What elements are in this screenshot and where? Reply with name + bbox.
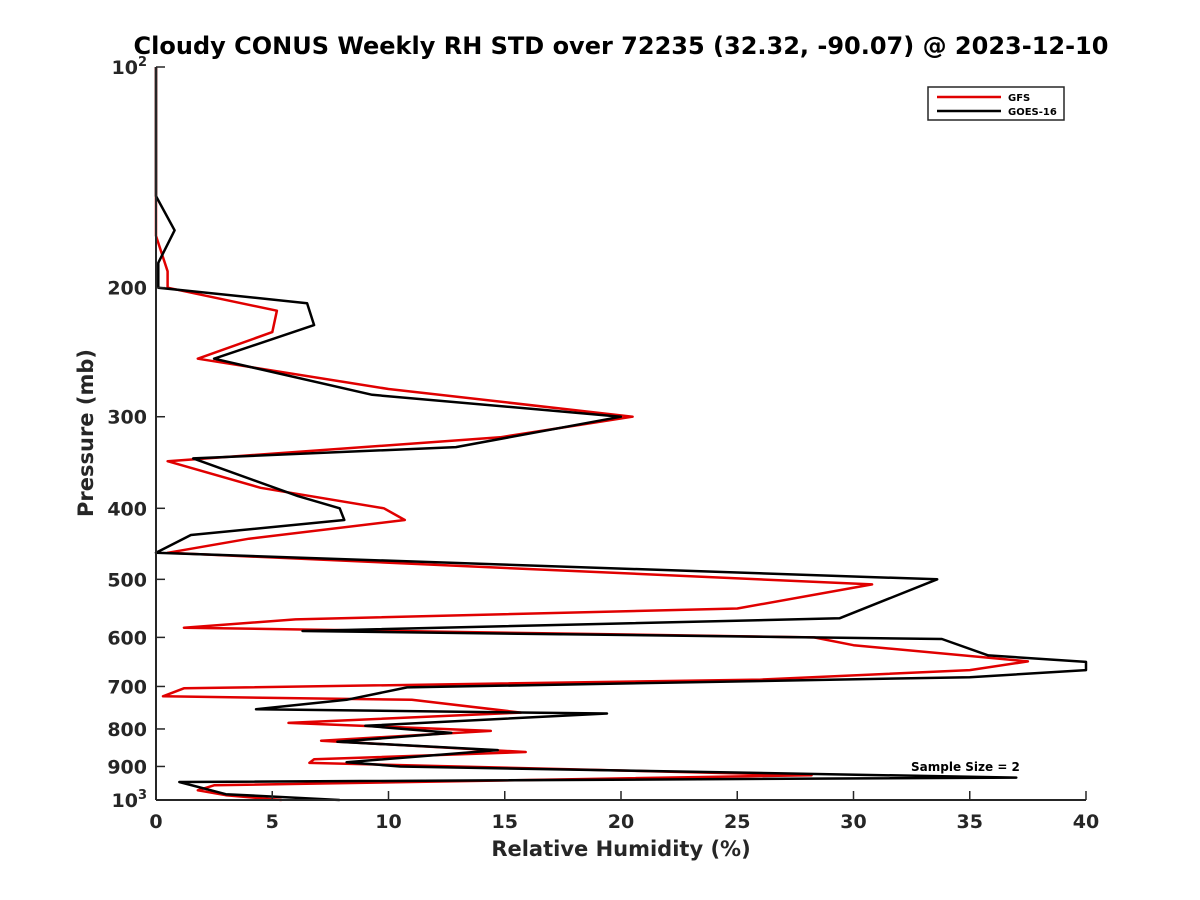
x-tick-label: 10 (375, 811, 401, 833)
x-tick-label: 20 (608, 811, 634, 833)
y-tick-label: 900 (107, 756, 147, 778)
x-tick-label: 5 (266, 811, 279, 833)
y-tick-label: 103 (112, 788, 148, 812)
y-axis-label: Pressure (mb) (74, 349, 98, 517)
x-tick-label: 35 (957, 811, 983, 833)
legend: GFS GOES-16 (927, 86, 1065, 121)
legend-box (927, 86, 1065, 121)
chart-title: Cloudy CONUS Weekly RH STD over 72235 (3… (134, 32, 1109, 60)
legend-label-gfs: GFS (1008, 93, 1030, 104)
y-axis-ticks: 102 200 300 400 500 600 700 800 900 103 (107, 55, 165, 812)
y-tick-label: 400 (107, 498, 147, 520)
x-tick-label: 15 (492, 811, 518, 833)
series-line-goes16 (154, 67, 1088, 802)
legend-label-goes16: GOES-16 (1008, 107, 1057, 118)
y-tick-label: 600 (107, 627, 147, 649)
x-tick-label: 30 (840, 811, 866, 833)
x-axis-ticks: 0 5 10 15 20 25 30 35 40 (149, 791, 1099, 833)
y-tick-label: 102 (112, 55, 148, 79)
plot-area (154, 67, 1088, 802)
y-tick-label: 800 (107, 719, 147, 741)
x-tick-label: 25 (724, 811, 750, 833)
y-tick-label: 700 (107, 676, 147, 698)
sample-size-annotation: Sample Size = 2 (911, 760, 1020, 774)
x-tick-label: 40 (1073, 811, 1099, 833)
x-axis-label: Relative Humidity (%) (491, 837, 750, 861)
series-line-gfs (154, 67, 1030, 802)
x-tick-label: 0 (149, 811, 162, 833)
y-tick-label: 200 (107, 278, 147, 300)
y-tick-label: 300 (107, 407, 147, 429)
y-tick-label: 500 (107, 569, 147, 591)
